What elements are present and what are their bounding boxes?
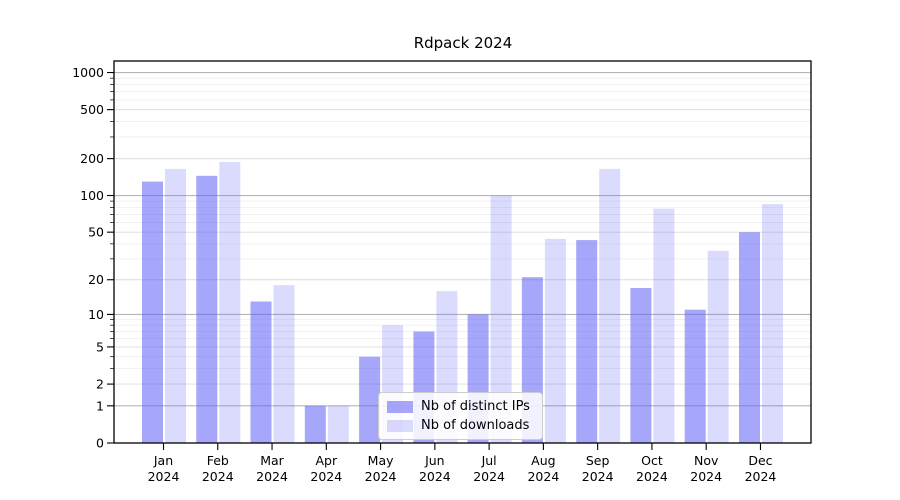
x-tick-label-month: Nov [694, 453, 719, 468]
bar-aug-downloads [544, 238, 566, 443]
x-tick-label-year: 2024 [745, 469, 777, 484]
y-tick-label: 50 [88, 225, 104, 240]
legend-label-distinct-ips: Nb of distinct IPs [421, 399, 530, 414]
bar-nov-downloads [707, 250, 729, 443]
x-tick-label-month: Feb [207, 453, 229, 468]
bar-dec-downloads [762, 204, 783, 443]
x-tick-label-month: Sep [586, 453, 610, 468]
y-tick-label: 5 [96, 339, 104, 354]
y-tick-label: 2 [96, 377, 104, 392]
y-tick-label: 1000 [72, 65, 104, 80]
x-tick-label-year: 2024 [690, 469, 722, 484]
bar-mar-ips [250, 301, 272, 443]
y-tick-label: 20 [88, 272, 104, 287]
y-tick-label: 500 [80, 102, 104, 117]
x-tick-label-month: Mar [260, 453, 284, 468]
legend-swatch-distinct-ips [387, 400, 413, 413]
y-tick-label: 0 [96, 436, 104, 451]
x-tick-label-month: Jan [153, 453, 173, 468]
x-tick-label-year: 2024 [148, 469, 180, 484]
bar-jan-ips [142, 181, 163, 443]
bar-apr-ips [304, 405, 326, 443]
bar-jul-downloads [490, 195, 512, 443]
x-tick-label-year: 2024 [473, 469, 505, 484]
x-tick-label-month: Oct [641, 453, 663, 468]
bar-feb-downloads [219, 161, 241, 443]
bar-oct-ips [630, 288, 652, 443]
bar-jan-downloads [165, 168, 186, 443]
x-tick-label-year: 2024 [365, 469, 397, 484]
x-tick-label-month: May [368, 453, 394, 468]
bar-oct-downloads [653, 208, 675, 443]
y-tick-label: 1 [96, 398, 104, 413]
legend-entry-distinct-ips: Nb of distinct IPs [387, 399, 530, 414]
x-tick-label-year: 2024 [582, 469, 614, 484]
x-tick-label-month: Aug [531, 453, 555, 468]
bar-apr-downloads [327, 405, 349, 443]
x-tick-label-year: 2024 [636, 469, 668, 484]
x-tick-label-year: 2024 [419, 469, 451, 484]
plot-frame [113, 60, 812, 444]
bar-mar-downloads [273, 285, 295, 443]
legend: Nb of distinct IPs Nb of downloads [378, 392, 543, 440]
x-tick-label-month: Jul [481, 453, 497, 468]
y-tick-label: 100 [80, 188, 104, 203]
x-tick-label-month: Apr [315, 453, 337, 468]
bar-dec-ips [739, 232, 760, 443]
y-tick-label: 200 [80, 151, 104, 166]
x-tick-label-year: 2024 [256, 469, 288, 484]
legend-label-downloads: Nb of downloads [421, 418, 530, 433]
x-tick-label-month: Jun [424, 453, 445, 468]
bar-sep-ips [576, 240, 598, 443]
y-tick-label: 10 [88, 307, 104, 322]
legend-swatch-downloads [387, 419, 413, 432]
bar-feb-ips [196, 175, 218, 444]
bar-may-ips [359, 356, 381, 443]
x-tick-label-month: Dec [748, 453, 772, 468]
chart-title: Rdpack 2024 [413, 34, 513, 52]
legend-entry-downloads: Nb of downloads [387, 418, 530, 433]
x-tick-label-year: 2024 [527, 469, 559, 484]
bar-nov-ips [684, 309, 706, 443]
x-tick-label-year: 2024 [310, 469, 342, 484]
bar-sep-downloads [599, 168, 621, 443]
x-tick-label-year: 2024 [202, 469, 234, 484]
